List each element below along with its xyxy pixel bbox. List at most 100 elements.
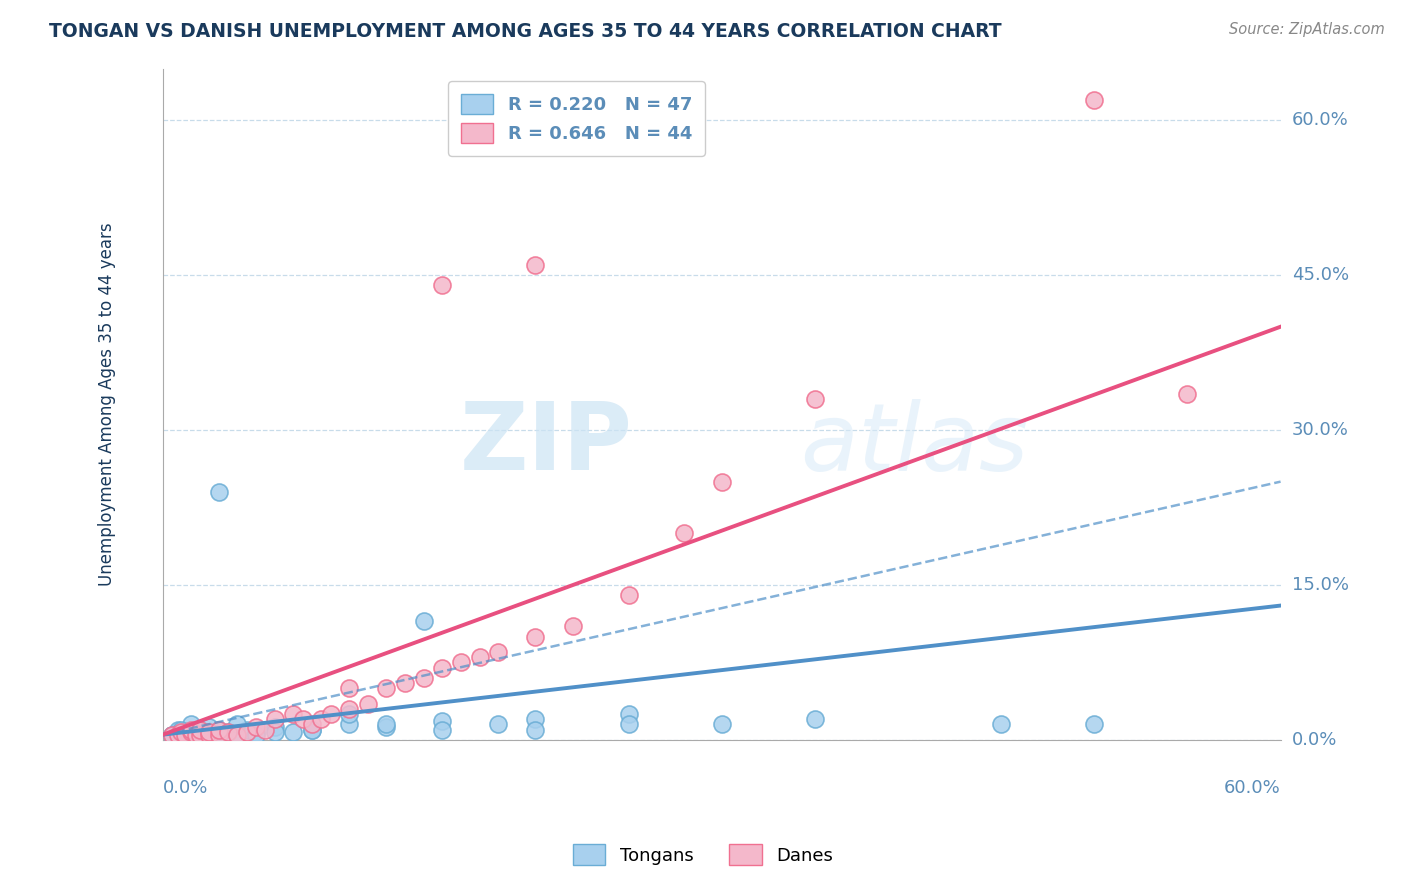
Point: [710, 717, 733, 731]
Point: [432, 723, 454, 737]
Point: [208, 728, 231, 742]
Point: [412, 614, 434, 628]
Point: [198, 721, 221, 735]
Point: [524, 723, 547, 737]
Point: [160, 728, 183, 742]
Text: 0.0%: 0.0%: [163, 779, 208, 797]
Point: [208, 723, 231, 737]
Point: [375, 717, 398, 731]
Point: [309, 712, 332, 726]
Point: [245, 724, 267, 739]
Point: [198, 724, 221, 739]
Point: [710, 475, 733, 489]
Point: [673, 526, 696, 541]
Point: [208, 723, 231, 737]
Point: [524, 712, 547, 726]
Point: [263, 724, 285, 739]
Point: [170, 728, 193, 742]
Point: [486, 645, 509, 659]
Point: [1177, 387, 1199, 401]
Point: [337, 681, 360, 696]
Point: [337, 717, 360, 731]
Point: [468, 650, 491, 665]
Point: [186, 728, 208, 742]
Point: [301, 723, 323, 737]
Point: [235, 723, 257, 737]
Point: [561, 619, 583, 633]
Point: [524, 630, 547, 644]
Point: [617, 706, 640, 721]
Point: [245, 721, 267, 735]
Point: [337, 702, 360, 716]
Point: [301, 723, 323, 737]
Point: [450, 656, 472, 670]
Text: 60.0%: 60.0%: [1292, 112, 1348, 129]
Point: [1083, 93, 1105, 107]
Point: [170, 723, 193, 737]
Point: [198, 728, 221, 742]
Point: [188, 728, 211, 742]
Point: [198, 728, 221, 742]
Point: [245, 728, 267, 742]
Point: [263, 712, 285, 726]
Point: [166, 723, 188, 737]
Point: [375, 721, 398, 735]
Point: [174, 728, 197, 742]
Text: 15.0%: 15.0%: [1292, 576, 1348, 594]
Point: [180, 728, 202, 742]
Point: [804, 392, 827, 406]
Point: [180, 717, 202, 731]
Point: [283, 706, 305, 721]
Text: 30.0%: 30.0%: [1292, 421, 1348, 439]
Text: TONGAN VS DANISH UNEMPLOYMENT AMONG AGES 35 TO 44 YEARS CORRELATION CHART: TONGAN VS DANISH UNEMPLOYMENT AMONG AGES…: [49, 22, 1002, 41]
Point: [188, 728, 211, 742]
Point: [188, 728, 211, 742]
Point: [188, 723, 211, 737]
Point: [217, 724, 239, 739]
Point: [432, 660, 454, 674]
Point: [617, 717, 640, 731]
Point: [263, 721, 285, 735]
Point: [226, 728, 249, 742]
Text: atlas: atlas: [800, 399, 1028, 490]
Point: [208, 728, 231, 742]
Point: [432, 278, 454, 293]
Point: [160, 728, 183, 742]
Point: [412, 671, 434, 685]
Point: [180, 724, 202, 739]
Legend: Tongans, Danes: Tongans, Danes: [564, 835, 842, 874]
Point: [160, 728, 183, 742]
Point: [180, 723, 202, 737]
Text: Unemployment Among Ages 35 to 44 years: Unemployment Among Ages 35 to 44 years: [98, 222, 115, 586]
Point: [170, 724, 193, 739]
Point: [217, 724, 239, 739]
Point: [804, 712, 827, 726]
Point: [990, 717, 1012, 731]
Point: [198, 724, 221, 739]
Text: 0.0%: 0.0%: [1292, 731, 1337, 748]
Point: [394, 676, 416, 690]
Legend: R = 0.220   N = 47, R = 0.646   N = 44: R = 0.220 N = 47, R = 0.646 N = 44: [449, 81, 704, 156]
Point: [432, 714, 454, 729]
Point: [208, 728, 231, 742]
Point: [254, 723, 277, 737]
Point: [283, 724, 305, 739]
Point: [319, 706, 342, 721]
Point: [174, 724, 197, 739]
Text: Source: ZipAtlas.com: Source: ZipAtlas.com: [1229, 22, 1385, 37]
Point: [188, 723, 211, 737]
Point: [617, 588, 640, 602]
Text: 45.0%: 45.0%: [1292, 266, 1348, 284]
Point: [301, 717, 323, 731]
Text: ZIP: ZIP: [460, 399, 633, 491]
Point: [1083, 717, 1105, 731]
Point: [180, 724, 202, 739]
Point: [186, 728, 208, 742]
Point: [524, 258, 547, 272]
Point: [226, 728, 249, 742]
Point: [486, 717, 509, 731]
Point: [357, 697, 380, 711]
Point: [291, 712, 314, 726]
Point: [226, 717, 249, 731]
Point: [337, 706, 360, 721]
